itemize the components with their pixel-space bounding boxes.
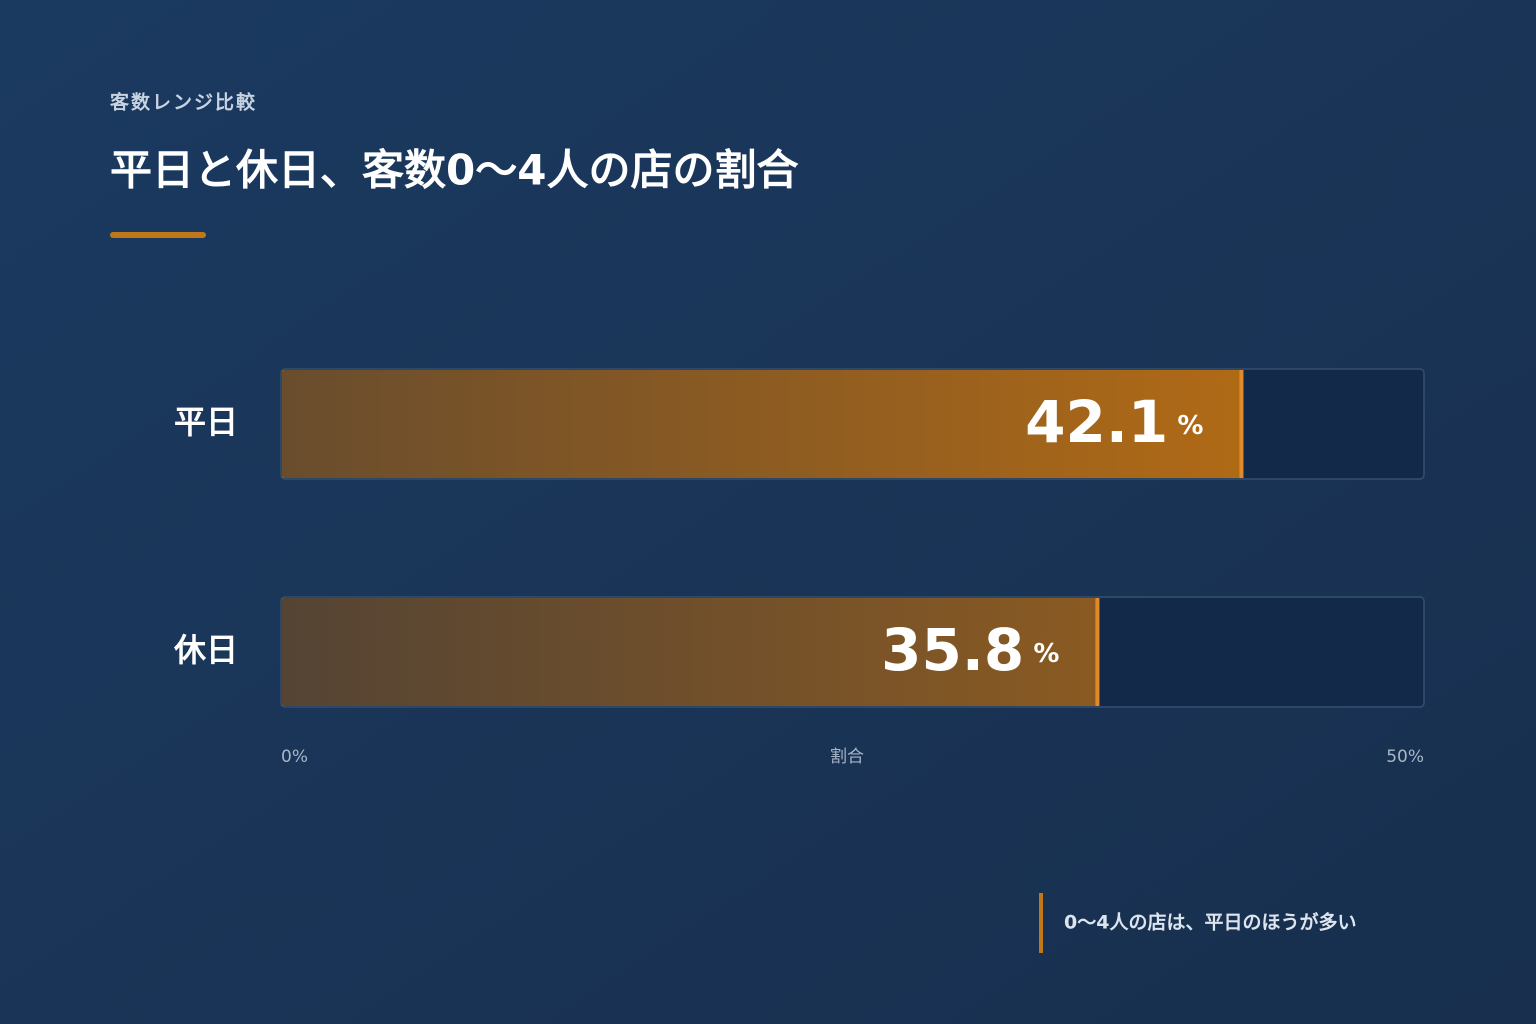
bar-edge <box>1095 598 1100 706</box>
bar <box>282 370 1244 478</box>
x-tick-label: 0% <box>281 747 308 767</box>
value-label: 42.1 % <box>1025 388 1203 456</box>
bar <box>282 598 1100 706</box>
chart-subtitle: 客数レンジ比較 <box>110 91 257 114</box>
x-axis-label: 割合 <box>830 747 864 767</box>
x-tick-label: 50% <box>1386 747 1424 767</box>
chart-title: 平日と休日、客数0〜4人の店の割合 <box>110 146 798 195</box>
title-underline <box>110 232 206 238</box>
annotation-bar <box>1039 893 1043 953</box>
y-tick-label: 平日 <box>174 403 238 441</box>
value-label: 35.8 % <box>881 616 1059 684</box>
bar-edge <box>1239 370 1244 478</box>
annotation: 0〜4人の店は、平日のほうが多い <box>1064 911 1356 934</box>
y-tick-label: 休日 <box>173 631 238 669</box>
